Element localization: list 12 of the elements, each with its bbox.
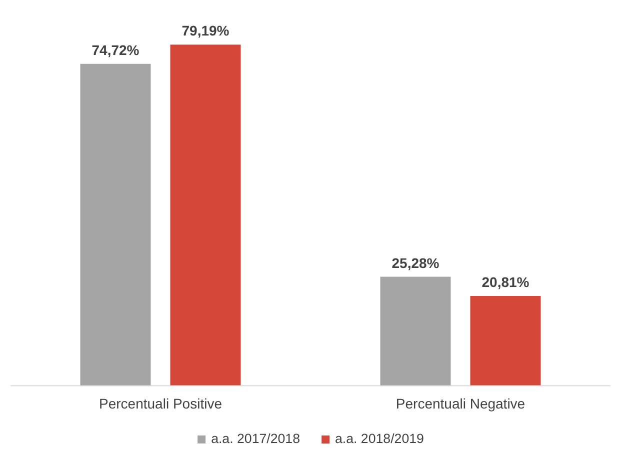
legend-label: a.a. 2018/2019 — [335, 431, 424, 446]
bar — [380, 276, 451, 386]
x-tick-label: Percentuali Negative — [396, 396, 526, 412]
x-tick-label: Percentuali Positive — [99, 396, 222, 412]
bar — [470, 296, 541, 386]
data-label: 25,28% — [392, 254, 440, 271]
data-label: 20,81% — [482, 274, 530, 290]
bar — [80, 64, 151, 386]
data-label: 79,19% — [182, 22, 230, 39]
bar — [170, 44, 241, 386]
data-label: 74,72% — [92, 42, 140, 58]
legend-label: a.a. 2017/2018 — [211, 431, 300, 446]
